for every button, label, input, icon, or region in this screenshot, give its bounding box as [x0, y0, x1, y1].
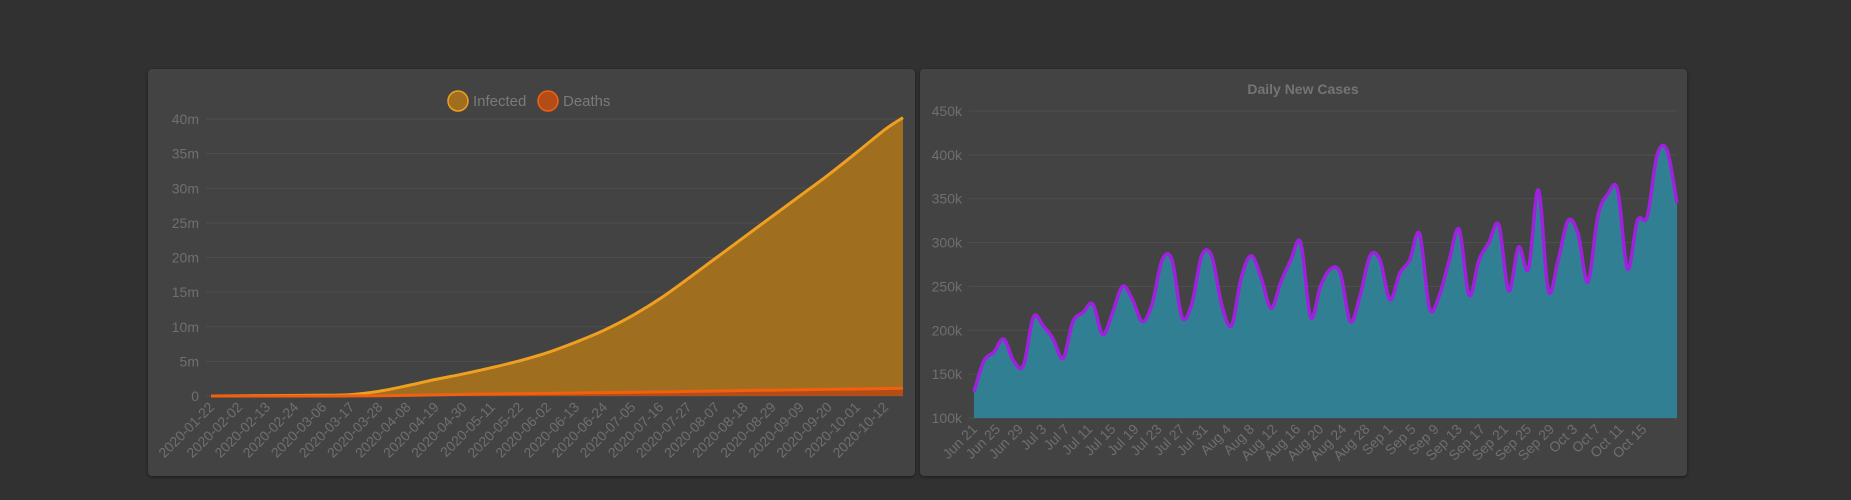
y-tick-label: 35m — [172, 146, 199, 162]
legend-deaths-swatch — [537, 90, 559, 112]
series-line-infected — [210, 116, 904, 398]
y-tick-label: 25m — [172, 215, 199, 231]
y-tick-label: 10m — [172, 319, 199, 335]
chart-title: Daily New Cases — [1247, 81, 1358, 97]
series-line-deaths — [211, 386, 904, 398]
cumulative-chart-panel: 0 5m 10m 15m 20m 25m 30m 35m 40m 2020-01-22 2020-… — [148, 69, 915, 476]
y-tick-label: 40m — [172, 111, 199, 127]
daily-cases-area — [974, 145, 1677, 418]
series-area-deaths — [211, 388, 903, 396]
y-tick-label: 450k — [932, 103, 963, 119]
legend-infected-label: Infected — [473, 93, 526, 110]
daily-cases-chart: Daily New Cases 100k 150k 200k 250k 300k 350k… — [932, 81, 1679, 463]
y-tick-label: 200k — [932, 322, 963, 338]
y-tick-label: 250k — [932, 278, 963, 294]
legend-item-deaths[interactable]: Deaths — [537, 90, 611, 112]
y-tick-label: 350k — [932, 191, 963, 207]
legend-item-infected[interactable]: Infected — [447, 90, 526, 112]
legend-deaths-label: Deaths — [563, 93, 611, 110]
y-tick-label: 100k — [932, 410, 963, 426]
series-area-infected — [211, 117, 903, 396]
y-tick-label: 30m — [172, 180, 199, 196]
y-tick-label: 150k — [932, 366, 963, 382]
y-tick-label: 400k — [932, 147, 963, 163]
legend-infected-swatch — [447, 90, 469, 112]
y-tick-label: 0 — [191, 388, 199, 404]
legend[interactable]: Infected Deaths — [447, 90, 611, 112]
y-tick-label: 20m — [172, 250, 199, 266]
daily-cases-line — [972, 143, 1679, 393]
y-tick-label: 5m — [180, 353, 199, 369]
y-tick-label: 300k — [932, 235, 963, 251]
daily-cases-chart-panel: Daily New Cases 100k 150k 200k 250k 300k 350k… — [920, 69, 1687, 476]
y-tick-label: 15m — [172, 284, 199, 300]
